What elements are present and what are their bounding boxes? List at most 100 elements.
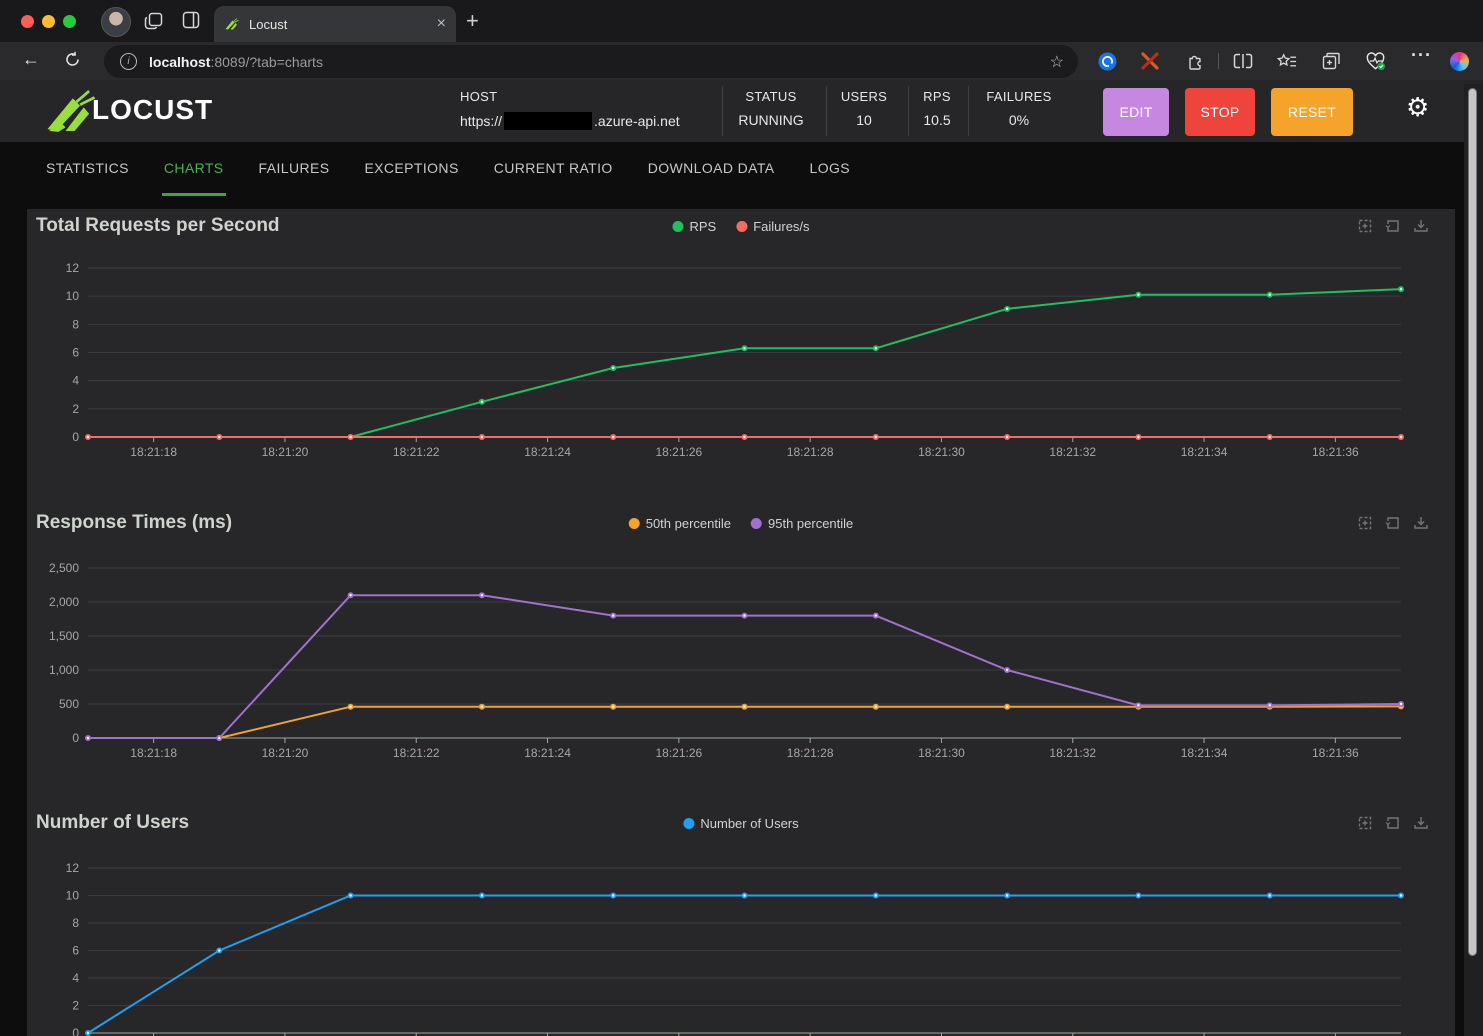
host-redacted-segment (504, 112, 593, 130)
extensions-puzzle-icon[interactable] (1185, 51, 1205, 71)
svg-text:10: 10 (66, 889, 80, 903)
svg-text:18:21:22: 18:21:22 (393, 445, 440, 459)
svg-text:18:21:26: 18:21:26 (655, 746, 702, 760)
stat-rps-label: RPS (923, 89, 951, 104)
svg-text:18:21:30: 18:21:30 (918, 445, 965, 459)
svg-text:500: 500 (59, 697, 79, 711)
tab-current-ratio[interactable]: CURRENT RATIO (493, 159, 613, 176)
svg-text:2: 2 (72, 999, 79, 1013)
reset-button[interactable]: RESET (1271, 88, 1353, 136)
stat-divider (968, 86, 969, 136)
legend-item-users[interactable]: Number of Users (683, 816, 799, 831)
chart-header-rps: Total Requests per Second RPS Failures/s (27, 209, 1455, 243)
bookmark-star-icon[interactable]: ☆ (1049, 53, 1064, 71)
svg-text:18:21:30: 18:21:30 (918, 746, 965, 760)
svg-text:18:21:34: 18:21:34 (1181, 445, 1228, 459)
copilot-icon[interactable] (1449, 51, 1469, 71)
svg-text:18:21:20: 18:21:20 (262, 445, 309, 459)
stat-users-value: 10 (856, 112, 872, 128)
tab-close-icon[interactable]: × (436, 15, 446, 32)
svg-text:8: 8 (72, 916, 79, 930)
restore-icon[interactable] (1385, 815, 1401, 831)
svg-text:18:21:24: 18:21:24 (524, 445, 571, 459)
legend-dot-50th (628, 517, 640, 529)
stat-users-label: USERS (840, 89, 888, 104)
reload-icon[interactable] (64, 51, 81, 73)
back-icon[interactable]: ← (22, 49, 40, 69)
collections-icon[interactable] (1321, 51, 1341, 71)
edit-button[interactable]: EDIT (1103, 88, 1169, 136)
tab-logs[interactable]: LOGS (809, 159, 851, 176)
browser-tab-locust[interactable]: Locust × (214, 6, 456, 42)
password-manager-icon[interactable] (1097, 51, 1117, 71)
url-host: localhost (149, 53, 211, 70)
stat-failures-value: 0% (1008, 112, 1030, 128)
tab-charts[interactable]: CHARTS (161, 142, 226, 196)
data-zoom-icon[interactable] (1357, 815, 1373, 831)
stat-failures: FAILURES 0% (986, 89, 1051, 128)
locust-nav-tabs: STATISTICS CHARTS FAILURES EXCEPTIONS CU… (0, 142, 1483, 196)
svg-text:18:21:22: 18:21:22 (393, 746, 440, 760)
chart-toolbox-users (1357, 815, 1429, 831)
more-menu-icon[interactable]: ··· (1411, 45, 1432, 65)
tab-statistics[interactable]: STATISTICS (46, 159, 129, 176)
tab-exceptions[interactable]: EXCEPTIONS (364, 159, 459, 176)
legend-item-50th[interactable]: 50th percentile (628, 516, 731, 531)
svg-text:4: 4 (72, 374, 79, 388)
data-zoom-icon[interactable] (1357, 218, 1373, 234)
url-text: localhost:8089/?tab=charts (149, 54, 323, 70)
svg-text:2: 2 (72, 402, 79, 416)
tab-download-data[interactable]: DOWNLOAD DATA (647, 159, 775, 176)
stat-status-value: RUNNING (738, 112, 804, 128)
charts-panel: Total Requests per Second RPS Failures/s… (27, 209, 1455, 1036)
legend-item-95th[interactable]: 95th percentile (751, 516, 853, 531)
data-zoom-icon[interactable] (1357, 515, 1373, 531)
svg-text:6: 6 (72, 944, 79, 958)
legend-dot-users (683, 817, 695, 829)
legend-item-failures[interactable]: Failures/s (736, 219, 810, 234)
tab-overview-icon[interactable] (182, 11, 200, 34)
page-scrollbar-thumb[interactable] (1468, 88, 1477, 956)
save-image-icon[interactable] (1413, 815, 1429, 831)
macos-close-button[interactable] (21, 15, 34, 28)
svg-text:18:21:36: 18:21:36 (1312, 445, 1359, 459)
stat-status: STATUS RUNNING (738, 89, 803, 128)
favorites-icon[interactable] (1277, 51, 1297, 71)
stat-users: USERS 10 (841, 89, 887, 128)
settings-gear-icon[interactable]: ⚙ (1406, 92, 1430, 122)
stop-button[interactable]: STOP (1185, 88, 1255, 136)
save-image-icon[interactable] (1413, 515, 1429, 531)
site-info-icon[interactable]: i (120, 53, 137, 70)
extension-x-icon[interactable] (1140, 51, 1160, 71)
svg-text:18:21:24: 18:21:24 (524, 746, 571, 760)
new-tab-button[interactable]: + (466, 8, 479, 33)
svg-text:0: 0 (72, 731, 79, 745)
restore-icon[interactable] (1385, 218, 1401, 234)
save-image-icon[interactable] (1413, 218, 1429, 234)
address-bar[interactable]: i localhost:8089/?tab=charts ☆ (104, 45, 1078, 78)
browser-essentials-icon[interactable] (1366, 51, 1386, 71)
locust-logo-icon (47, 90, 96, 132)
url-path: :8089/?tab=charts (210, 53, 323, 70)
svg-text:6: 6 (72, 346, 79, 360)
chart-header-response-times: Response Times (ms) 50th percentile 95th… (27, 506, 1455, 540)
svg-text:18:21:20: 18:21:20 (262, 746, 309, 760)
locust-header: LOCUST HOST https:// .azure-api.net STAT… (0, 80, 1483, 142)
profile-avatar[interactable] (101, 7, 131, 37)
svg-text:10: 10 (66, 289, 80, 303)
macos-zoom-button[interactable] (63, 15, 76, 28)
svg-text:18:21:36: 18:21:36 (1312, 746, 1359, 760)
series-number-of-users (87, 894, 1401, 1034)
legend-item-rps[interactable]: RPS (672, 219, 716, 234)
svg-text:2,500: 2,500 (49, 561, 79, 575)
svg-text:18:21:34: 18:21:34 (1181, 746, 1228, 760)
macos-minimize-button[interactable] (42, 15, 55, 28)
svg-text:18:21:26: 18:21:26 (655, 445, 702, 459)
tab-failures[interactable]: FAILURES (258, 159, 330, 176)
svg-text:18:21:18: 18:21:18 (130, 746, 177, 760)
stat-failures-label: FAILURES (986, 89, 1052, 104)
workspaces-icon[interactable] (144, 11, 164, 36)
svg-text:18:21:32: 18:21:32 (1049, 445, 1096, 459)
restore-icon[interactable] (1385, 515, 1401, 531)
split-screen-icon[interactable] (1233, 51, 1253, 71)
